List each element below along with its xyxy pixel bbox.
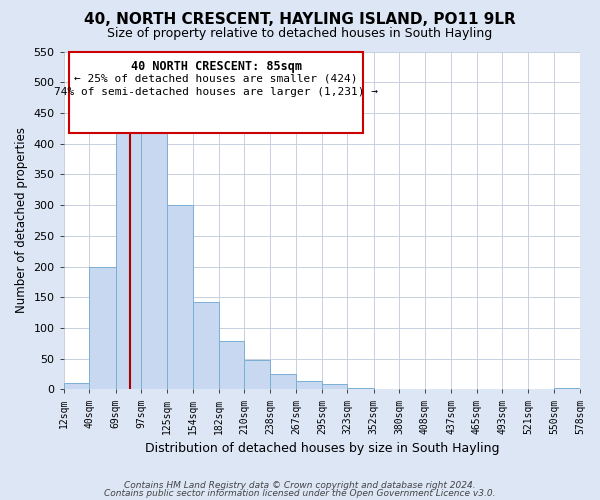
Bar	[116, 132, 141, 390]
Bar	[89, 266, 116, 390]
Bar	[193, 302, 219, 390]
FancyBboxPatch shape	[69, 52, 363, 132]
Text: Size of property relative to detached houses in South Hayling: Size of property relative to detached ho…	[107, 28, 493, 40]
X-axis label: Distribution of detached houses by size in South Hayling: Distribution of detached houses by size …	[145, 442, 499, 455]
Text: Contains public sector information licensed under the Open Government Licence v3: Contains public sector information licen…	[104, 488, 496, 498]
Text: 40, NORTH CRESCENT, HAYLING ISLAND, PO11 9LR: 40, NORTH CRESCENT, HAYLING ISLAND, PO11…	[84, 12, 516, 28]
Bar	[296, 382, 322, 390]
Bar	[141, 132, 167, 390]
Text: Contains HM Land Registry data © Crown copyright and database right 2024.: Contains HM Land Registry data © Crown c…	[124, 481, 476, 490]
Text: 74% of semi-detached houses are larger (1,231) →: 74% of semi-detached houses are larger (…	[54, 87, 378, 97]
Bar	[244, 360, 270, 390]
Bar	[322, 384, 347, 390]
Bar	[554, 388, 580, 390]
Bar	[219, 342, 244, 390]
Bar	[270, 374, 296, 390]
Text: ← 25% of detached houses are smaller (424): ← 25% of detached houses are smaller (42…	[74, 74, 358, 84]
Bar	[64, 383, 89, 390]
Text: 40 NORTH CRESCENT: 85sqm: 40 NORTH CRESCENT: 85sqm	[131, 60, 302, 73]
Bar	[167, 205, 193, 390]
Bar	[347, 388, 374, 390]
Bar	[374, 389, 400, 390]
Y-axis label: Number of detached properties: Number of detached properties	[15, 128, 28, 314]
